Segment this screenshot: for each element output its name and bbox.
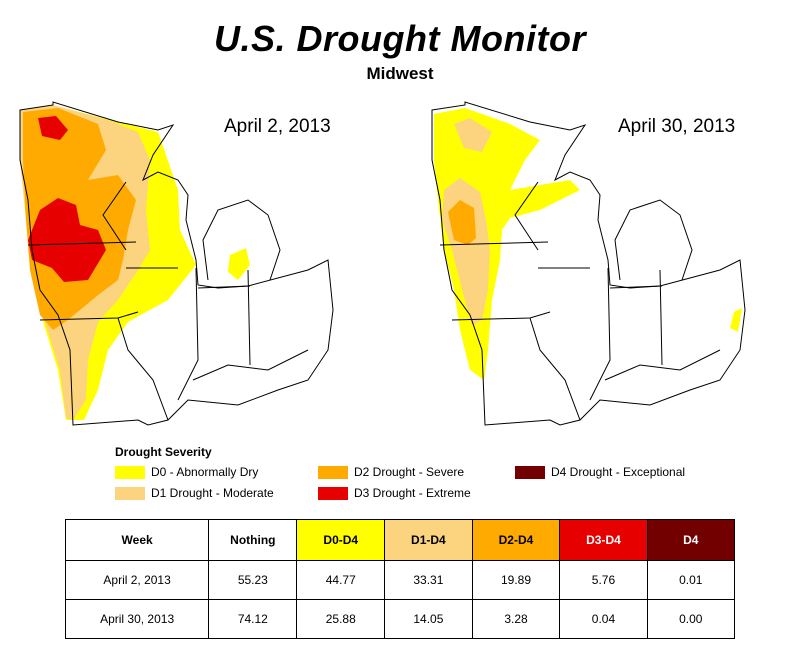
column-header: D2-D4 bbox=[471, 519, 561, 561]
border-ky bbox=[604, 349, 721, 381]
value-cell: 44.77 bbox=[296, 560, 386, 600]
legend-item-d4: D4 Drought - Exceptional bbox=[515, 465, 685, 479]
d2-area bbox=[448, 200, 476, 245]
drought-areas bbox=[434, 108, 742, 380]
border-mi-in bbox=[609, 285, 663, 289]
legend-label: D0 - Abnormally Dry bbox=[151, 465, 259, 479]
drought-map-april-2 bbox=[19, 101, 334, 426]
legend-label: D2 Drought - Severe bbox=[354, 465, 465, 479]
table-row: April 30, 2013 74.12 25.88 14.05 3.28 0.… bbox=[64, 599, 736, 639]
value-cell: 0.01 bbox=[646, 560, 736, 600]
map-date-label: April 30, 2013 bbox=[618, 116, 736, 137]
border-mn-wi bbox=[514, 181, 539, 251]
table-row: April 2, 2013 55.23 44.77 33.31 19.89 5.… bbox=[64, 560, 736, 600]
value-cell: 19.89 bbox=[471, 560, 561, 600]
border-mn-south bbox=[27, 241, 137, 246]
legend-item-d3: D3 Drought - Extreme bbox=[318, 486, 471, 500]
d0-area-michigan bbox=[228, 248, 250, 280]
legend-swatch bbox=[115, 486, 145, 500]
legend-label: D1 Drought - Moderate bbox=[151, 486, 274, 500]
value-cell: 25.88 bbox=[296, 599, 386, 639]
border-mo-il bbox=[117, 317, 169, 421]
region-outline bbox=[431, 101, 746, 426]
week-cell: April 30, 2013 bbox=[64, 599, 210, 639]
d1-area bbox=[454, 118, 492, 152]
legend-label: D4 Drought - Exceptional bbox=[551, 465, 686, 479]
border-mn-south bbox=[439, 241, 549, 246]
legend-label: D3 Drought - Extreme bbox=[354, 486, 471, 500]
michigan-lower bbox=[202, 199, 281, 281]
border-mn-wi bbox=[102, 181, 127, 251]
legend-swatch bbox=[318, 465, 348, 479]
drought-stats-table: Week Nothing D0-D4 D1-D4 D2-D4 D3-D4 D4 … bbox=[64, 519, 736, 639]
state-borders bbox=[431, 101, 746, 426]
d0-area-ohio bbox=[730, 308, 742, 332]
drought-areas bbox=[20, 105, 250, 420]
legend-swatch bbox=[515, 465, 545, 479]
value-cell: 74.12 bbox=[208, 599, 298, 639]
border-il-in bbox=[177, 267, 199, 401]
michigan-lower bbox=[614, 199, 693, 281]
border-il-in bbox=[589, 267, 611, 401]
legend-item-d1: D1 Drought - Moderate bbox=[115, 486, 274, 500]
value-cell: 33.31 bbox=[384, 560, 473, 600]
value-cell: 5.76 bbox=[559, 560, 648, 600]
value-cell: 3.28 bbox=[471, 599, 561, 639]
border-in-oh bbox=[659, 269, 663, 366]
border-in-oh bbox=[247, 269, 251, 366]
week-cell: April 2, 2013 bbox=[64, 560, 210, 600]
d2-area bbox=[23, 108, 136, 330]
page-title: U.S. Drought Monitor bbox=[214, 18, 586, 59]
legend-item-d2: D2 Drought - Severe bbox=[318, 465, 464, 479]
column-header: D3-D4 bbox=[559, 519, 648, 561]
map-date-label: April 2, 2013 bbox=[224, 116, 331, 137]
d3-area-central bbox=[28, 198, 106, 282]
column-header: D1-D4 bbox=[384, 519, 473, 561]
border-mo-il bbox=[529, 317, 581, 421]
legend-title: Drought Severity bbox=[115, 445, 212, 459]
region-outline bbox=[19, 101, 334, 426]
column-header: Week bbox=[64, 519, 210, 561]
border-ky bbox=[192, 349, 309, 381]
drought-map-april-30 bbox=[431, 101, 746, 426]
region-subtitle: Midwest bbox=[366, 64, 434, 83]
value-cell: 0.04 bbox=[559, 599, 648, 639]
border-mi-in bbox=[197, 285, 251, 289]
legend-item-d0: D0 - Abnormally Dry bbox=[115, 465, 258, 479]
value-cell: 55.23 bbox=[208, 560, 298, 600]
column-header: D0-D4 bbox=[296, 519, 386, 561]
value-cell: 14.05 bbox=[384, 599, 473, 639]
legend-swatch bbox=[115, 465, 145, 479]
state-borders bbox=[19, 101, 334, 426]
legend-swatch bbox=[318, 486, 348, 500]
value-cell: 0.00 bbox=[646, 599, 736, 639]
column-header: D4 bbox=[646, 519, 736, 561]
table-header-row: Week Nothing D0-D4 D1-D4 D2-D4 D3-D4 D4 bbox=[64, 519, 736, 561]
column-header: Nothing bbox=[208, 519, 298, 561]
d3-area bbox=[38, 116, 68, 140]
